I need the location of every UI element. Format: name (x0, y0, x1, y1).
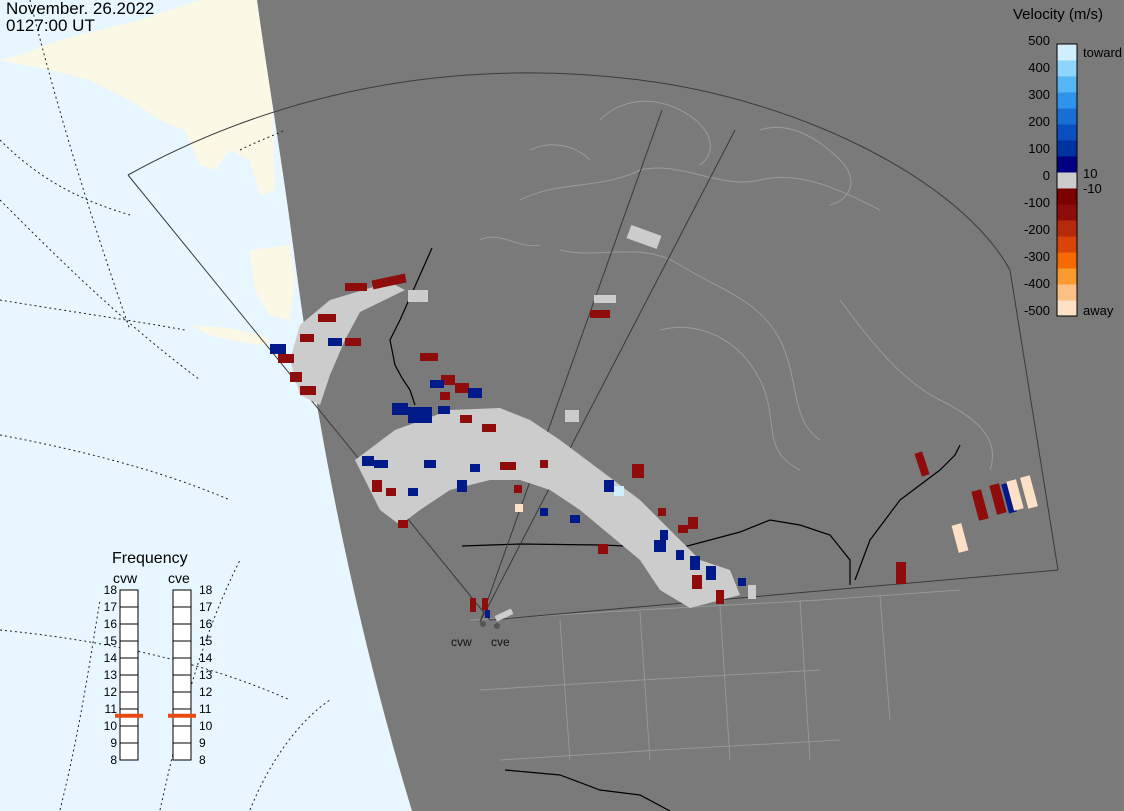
velocity-tick-label: -400 (1023, 276, 1050, 291)
frequency-bar-cve (168, 589, 196, 761)
color-scale-band (1057, 76, 1077, 93)
velocity-tick-label: -100 (1023, 195, 1050, 210)
away-label: away (1083, 303, 1114, 318)
frequency-scale-label-left: 13 (103, 668, 117, 682)
day-land-coast (250, 245, 295, 320)
ground-scatter (290, 224, 756, 622)
frequency-bar-cvw (115, 589, 143, 761)
frequency-scale-label-right: 10 (199, 719, 213, 733)
color-scale-band (1057, 44, 1077, 61)
site-marker-cvw (480, 621, 486, 627)
date-label: November. 26.2022 (6, 0, 155, 18)
site-label-cve: cve (491, 635, 510, 649)
velocity-fast-toward-cells (614, 486, 624, 496)
color-scale-band (1057, 252, 1077, 269)
velocity-legend-title: Velocity (m/s) (1013, 6, 1104, 23)
frequency-scale-label-left: 9 (110, 736, 117, 750)
site-marker-cve (494, 623, 500, 629)
velocity-color-scale (1057, 44, 1077, 317)
color-scale-band (1057, 236, 1077, 253)
time-label: 0127:00 UT (6, 16, 95, 35)
color-scale-band (1057, 204, 1077, 221)
frequency-scale-label-right: 13 (199, 668, 213, 682)
velocity-tick-label: -300 (1023, 249, 1050, 264)
country-borders (389, 247, 961, 811)
frequency-scale-label-left: 17 (103, 600, 117, 614)
color-scale-band (1057, 300, 1077, 317)
frequency-title: Frequency (112, 550, 188, 567)
coastlines (479, 100, 994, 471)
frequency-scale-label-right: 14 (199, 651, 213, 665)
frequency-scale-label-left: 10 (103, 719, 117, 733)
velocity-tick-label: 300 (1028, 87, 1050, 102)
state-lines (469, 589, 961, 761)
velocity-tick-label: -200 (1023, 222, 1050, 237)
geo-grid (0, 0, 331, 811)
radar-name-cve: cve (168, 570, 190, 586)
negative-threshold-label: -10 (1083, 181, 1102, 196)
frequency-scale-label-right: 11 (199, 702, 212, 716)
color-scale-band (1057, 92, 1077, 109)
day-land-peninsula (190, 325, 270, 345)
frequency-scale-label-right: 16 (199, 617, 213, 631)
velocity-toward-cells (270, 338, 1017, 618)
velocity-tick-label: 400 (1028, 60, 1050, 75)
night-region (257, 0, 1124, 811)
frequency-scale-label-right: 15 (199, 634, 213, 648)
frequency-scale-label-left: 8 (110, 753, 117, 767)
color-scale-band (1057, 172, 1077, 189)
frequency-scale-label-right: 18 (199, 583, 213, 597)
color-scale-band (1057, 268, 1077, 285)
toward-label: toward (1083, 45, 1123, 60)
color-scale-band (1057, 156, 1077, 173)
velocity-fast-away-cells (515, 475, 1038, 553)
frequency-scale-label-right: 12 (199, 685, 213, 699)
color-scale-band (1057, 140, 1077, 157)
color-scale-band (1057, 60, 1077, 77)
frequency-scale-label-left: 18 (103, 583, 117, 597)
velocity-tick-label: 500 (1028, 33, 1050, 48)
frequency-scale-label-left: 12 (103, 685, 117, 699)
positive-threshold-label: 10 (1083, 166, 1098, 181)
velocity-tick-label: 200 (1028, 114, 1050, 129)
velocity-tick-label: 100 (1028, 141, 1050, 156)
frequency-scale-label-left: 16 (103, 617, 117, 631)
frequency-scale-label-left: 14 (103, 651, 117, 665)
velocity-tick-label: 0 (1042, 168, 1050, 183)
day-land-alaska (0, 0, 275, 195)
frequency-scale-label-right: 17 (199, 600, 213, 614)
frequency-scale-label-left: 11 (104, 702, 117, 716)
color-scale-band (1057, 284, 1077, 301)
radar-name-cvw: cvw (113, 570, 138, 586)
color-scale-band (1057, 188, 1077, 205)
color-scale-band (1057, 108, 1077, 125)
color-scale-frame (1056, 43, 1078, 317)
frequency-scale-label-right: 8 (199, 753, 206, 767)
velocity-tick-label: -500 (1023, 303, 1050, 318)
color-scale-band (1057, 220, 1077, 237)
site-label-cvw: cvw (451, 635, 472, 649)
frequency-scale-label-right: 9 (199, 736, 206, 750)
frequency-scale-label-left: 15 (103, 634, 117, 648)
velocity-away-cells (278, 273, 1007, 612)
color-scale-band (1057, 124, 1077, 141)
